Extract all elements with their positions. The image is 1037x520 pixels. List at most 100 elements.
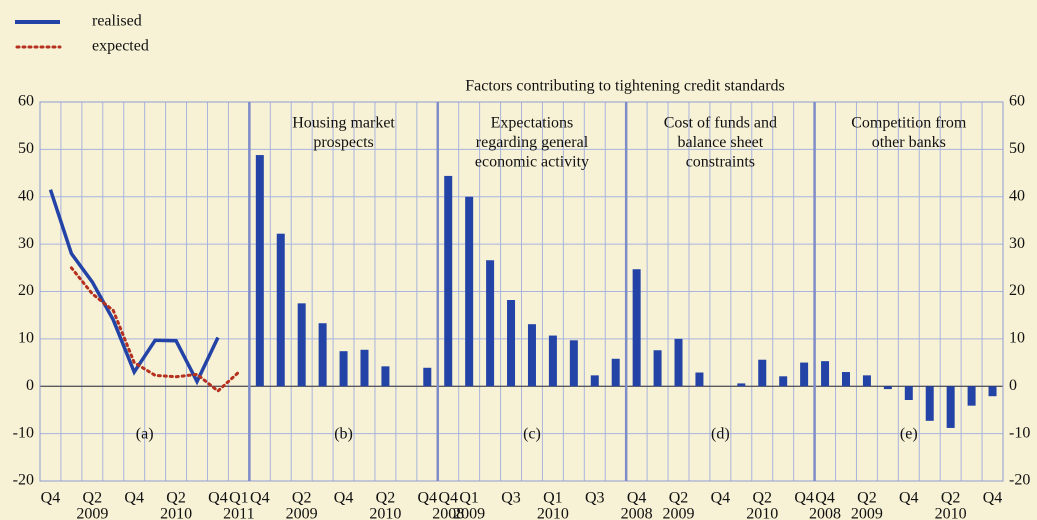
chart-title: Factors contributing to tightening credi… — [465, 78, 785, 95]
line-expected — [69, 266, 241, 393]
x-tick-label: Q2 — [166, 490, 186, 507]
x-tick-label: Q2 — [83, 490, 103, 507]
x-tick-label: Q1 — [459, 490, 479, 507]
panel-title: economic activity — [475, 154, 589, 171]
x-tick-label: Q2 — [669, 490, 689, 507]
year-label: 2009 — [286, 506, 318, 520]
panel-label: (b) — [334, 426, 353, 443]
y-tick-label: 0 — [26, 377, 34, 394]
bar — [339, 351, 348, 387]
y-tick-label: 60 — [18, 93, 34, 110]
year-label: 2009 — [663, 506, 695, 520]
panel-title: balance sheet — [678, 134, 764, 151]
panel-title: Competition from — [851, 115, 967, 132]
x-tick-label: Q4 — [815, 490, 835, 507]
bar — [360, 349, 369, 387]
bar — [590, 375, 599, 387]
x-tick-label: Q4 — [41, 490, 61, 507]
year-label: 2011 — [223, 506, 254, 520]
x-tick-label: Q4 — [983, 490, 1003, 507]
bar — [465, 196, 474, 387]
panel-label: (d) — [711, 426, 730, 443]
x-tick-label: Q1 — [229, 490, 249, 507]
bar — [946, 386, 955, 428]
bar — [883, 386, 892, 390]
panel-title: prospects — [313, 134, 373, 151]
x-tick-label: Q4 — [627, 490, 647, 507]
bar — [548, 335, 557, 387]
y-tick-label: 50 — [18, 140, 34, 157]
y-tick-label: 20 — [18, 282, 34, 299]
line-realised — [48, 189, 220, 386]
y2-tick-label: 20 — [1009, 282, 1025, 299]
bar — [507, 300, 516, 387]
year-label: 2010 — [537, 506, 569, 520]
year-label: 2010 — [746, 506, 778, 520]
bar — [632, 269, 641, 387]
year-label: 2010 — [369, 506, 401, 520]
bar — [967, 386, 976, 406]
bar — [779, 376, 788, 387]
y-tick-label: -10 — [13, 424, 34, 441]
y2-tick-label: 60 — [1009, 93, 1025, 110]
plot-frame — [39, 101, 1004, 482]
panel-title: Housing market — [292, 115, 395, 132]
bar — [653, 350, 662, 387]
legend-label: realised — [92, 13, 142, 30]
bar — [611, 358, 620, 387]
y-tick-label: 10 — [18, 330, 34, 347]
y2-tick-label: 0 — [1009, 377, 1017, 394]
year-label: 2010 — [160, 506, 192, 520]
bar — [527, 324, 536, 387]
bar — [925, 386, 934, 421]
year-label: 2008 — [432, 506, 464, 520]
bar — [674, 338, 683, 387]
y2-tick-label: 40 — [1009, 187, 1025, 204]
panel-title: Expectations — [491, 115, 574, 132]
bar — [444, 175, 453, 387]
panel-title: other banks — [872, 134, 946, 151]
panel-label: (e) — [900, 426, 918, 443]
y2-tick-label: -20 — [1009, 472, 1030, 489]
bar — [695, 372, 704, 387]
year-label: 2008 — [621, 506, 653, 520]
x-tick-label: Q2 — [941, 490, 961, 507]
bar — [569, 340, 578, 387]
y2-tick-label: 30 — [1009, 235, 1025, 252]
bar — [800, 362, 809, 387]
x-tick-label: Q4 — [438, 490, 458, 507]
bar — [423, 367, 432, 387]
year-label: 2009 — [851, 506, 883, 520]
x-tick-label: Q4 — [711, 490, 731, 507]
x-tick-label: Q4 — [334, 490, 354, 507]
y2-tick-label: -10 — [1009, 424, 1030, 441]
year-label: 2009 — [76, 506, 108, 520]
bar — [381, 366, 390, 387]
bar — [486, 260, 495, 387]
bar — [318, 323, 327, 387]
x-tick-label: Q4 — [124, 490, 144, 507]
x-tick-label: Q3 — [501, 490, 521, 507]
x-tick-label: Q4 — [250, 490, 270, 507]
y2-tick-label: 50 — [1009, 140, 1025, 157]
panel-label: (a) — [136, 426, 154, 443]
x-tick-label: Q2 — [376, 490, 396, 507]
x-tick-label: Q3 — [585, 490, 605, 507]
x-tick-label: Q4 — [794, 490, 814, 507]
legend-label: expected — [92, 38, 149, 55]
year-label: 2009 — [453, 506, 485, 520]
bar — [255, 155, 264, 387]
x-tick-label: Q2 — [857, 490, 877, 507]
bar — [821, 361, 830, 387]
panel-title: constraints — [686, 154, 755, 171]
panel-title: regarding general — [476, 134, 589, 151]
panel-label: (c) — [523, 426, 541, 443]
bar — [841, 372, 850, 387]
bar — [904, 386, 913, 400]
y2-tick-label: 10 — [1009, 330, 1025, 347]
x-tick-label: Q4 — [899, 490, 919, 507]
bar — [988, 386, 997, 397]
year-label: 2010 — [935, 506, 967, 520]
panel-title: Cost of funds and — [664, 115, 777, 132]
